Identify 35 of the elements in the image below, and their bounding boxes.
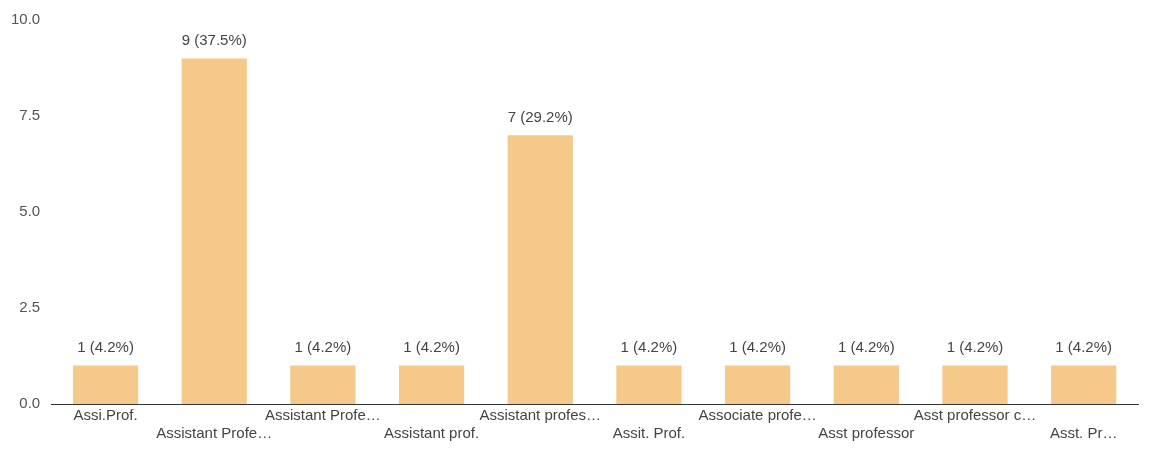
- data-label: 1 (4.2%): [837, 338, 895, 356]
- bar: [942, 365, 1008, 404]
- data-label: 7 (29.2%): [507, 107, 573, 125]
- x-tick-label: Assi.Prof.: [73, 406, 138, 424]
- x-tick-label: Associate profe…: [698, 406, 817, 424]
- x-tick-label: Assistant prof.: [384, 424, 480, 442]
- bar: [725, 365, 791, 404]
- data-label: 1 (4.2%): [946, 338, 1004, 356]
- bar: [1051, 365, 1117, 404]
- y-tick-label: 5.0: [19, 202, 41, 220]
- y-tick-label: 2.5: [19, 298, 41, 316]
- data-label: 1 (4.2%): [620, 338, 678, 356]
- y-tick-label: 10.0: [10, 10, 41, 28]
- bar: [507, 135, 573, 404]
- data-label: 1 (4.2%): [77, 338, 134, 356]
- x-tick-label: Asst professor c…: [913, 406, 1037, 424]
- data-label: 1 (4.2%): [294, 338, 352, 356]
- x-tick-label: Assistant Profe…: [156, 424, 273, 442]
- y-tick-label: 0.0: [19, 394, 41, 412]
- x-tick-label: Assit. Prof.: [612, 424, 686, 442]
- data-label: 9 (37.5%): [181, 31, 247, 49]
- bar: [72, 365, 139, 404]
- bar: [290, 365, 356, 404]
- x-tick-label: Asst professor: [818, 424, 915, 442]
- x-tick-label: Asst. Pr…: [1049, 424, 1118, 442]
- bar: [181, 58, 247, 404]
- bar: [398, 365, 465, 404]
- data-label: 1 (4.2%): [403, 338, 460, 356]
- y-tick-label: 7.5: [19, 106, 41, 124]
- bar: [616, 365, 682, 404]
- data-label: 1 (4.2%): [729, 338, 786, 356]
- bar: [833, 365, 899, 404]
- data-label: 1 (4.2%): [1055, 338, 1113, 356]
- x-tick-label: Assistant profes…: [479, 406, 602, 424]
- x-tick-label: Assistant Profe…: [264, 406, 381, 424]
